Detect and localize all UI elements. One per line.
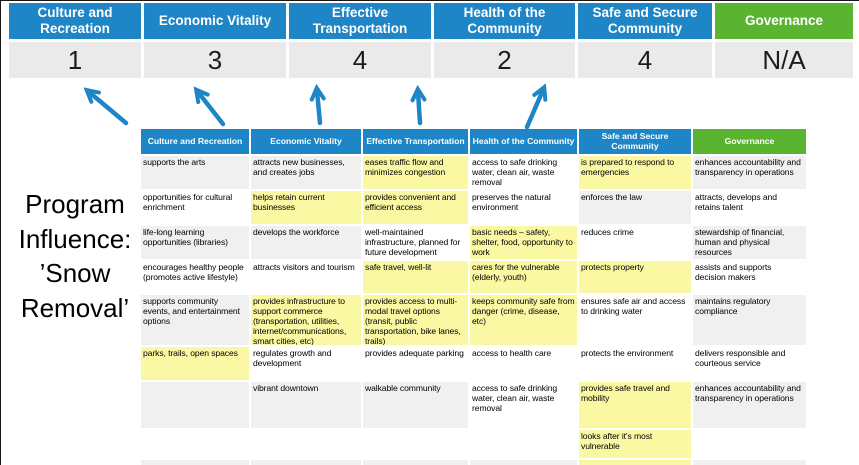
category-score: 4 (289, 42, 431, 78)
matrix-cell: protects property (579, 261, 691, 293)
matrix-cell: access to safe drinking water, clean air… (470, 156, 577, 189)
matrix-cell: safe travel, well-lit (363, 261, 468, 293)
matrix-cell: vibrant downtown (251, 382, 361, 428)
matrix-cell: life-long learning opportunities (librar… (141, 226, 249, 259)
matrix-cell: encourages healthy people (promotes acti… (141, 261, 249, 293)
matrix-cell: regulates growth and development (251, 347, 361, 380)
matrix-cell: maintains regulatory compliance (693, 295, 806, 345)
category-header: Safe and Secure Community (578, 3, 712, 39)
program-label-line: Influence: (18, 223, 132, 254)
category-header: Effective Transportation (289, 3, 431, 39)
matrix-cell: ensures safe air and access to drinking … (579, 295, 691, 345)
matrix-cell: protects the environment (579, 347, 691, 380)
matrix-cell (363, 430, 468, 458)
influence-arrows (1, 79, 701, 130)
arrow-health-icon (418, 92, 420, 126)
arrow-transportation-icon (317, 91, 320, 126)
category-score: 1 (9, 42, 141, 78)
category-score: 3 (144, 42, 286, 78)
category-score-grid: Culture and Recreation Economic Vitality E… (9, 3, 853, 78)
matrix-cell (579, 460, 691, 465)
matrix-cell: supports community events, and entertain… (141, 295, 249, 345)
matrix-cell: stewardship of financial, human and phys… (693, 226, 806, 259)
program-influence-label: Program Influence: ’Snow Removal’ (1, 187, 149, 325)
matrix-cell: assists and supports decision makers (693, 261, 806, 293)
matrix-cell: eases traffic flow and minimizes congest… (363, 156, 468, 189)
arrow-economic-icon (198, 92, 226, 127)
category-header: Economic Vitality (144, 3, 286, 39)
arrow-safety-icon (524, 90, 543, 130)
category-header: Health of the Community (434, 3, 575, 39)
matrix-cell: keeps community safe from danger (crime,… (470, 295, 577, 345)
program-label-line: ’Snow (39, 258, 111, 289)
matrix-cell: access to health care (470, 347, 577, 380)
matrix-cell (251, 430, 361, 458)
matrix-cell: looks after it's most vulnerable (579, 430, 691, 458)
matrix-cell (141, 430, 249, 458)
program-label-line: Program (25, 189, 125, 219)
matrix-cell (363, 460, 468, 465)
matrix-header-cell: Culture and Recreation (141, 129, 249, 154)
matrix-cell: well-maintained infrastructure, planned … (363, 226, 468, 259)
matrix-cell: access to safe drinking water, clean air… (470, 382, 577, 428)
matrix-cell: provides convenient and efficient access (363, 191, 468, 224)
matrix-header-cell: Economic Vitality (251, 129, 361, 154)
matrix-cell: provides safe travel and mobility (579, 382, 691, 428)
matrix-cell: supports the arts (141, 156, 249, 189)
matrix-cell: basic needs – safety, shelter, food, opp… (470, 226, 577, 259)
matrix-cell (251, 460, 361, 465)
matrix-cell: is prepared to respond to emergencies (579, 156, 691, 189)
matrix-cell (470, 430, 577, 458)
category-score: 4 (578, 42, 712, 78)
matrix-cell: attracts, develops and retains talent (693, 191, 806, 224)
category-header: Governance (715, 3, 853, 39)
matrix-cell: preserves the natural environment (470, 191, 577, 224)
matrix-cell: develops the workforce (251, 226, 361, 259)
matrix-cell (470, 460, 577, 465)
matrix-cell (693, 460, 806, 465)
matrix-cell: enforces the law (579, 191, 691, 224)
matrix-cell: helps retain current businesses (251, 191, 361, 224)
matrix-cell (141, 382, 249, 428)
matrix-header-cell: Effective Transportation (363, 129, 468, 154)
matrix-cell (693, 430, 806, 458)
matrix-cell: reduces crime (579, 226, 691, 259)
matrix-cell: cares for the vulnerable (elderly, youth… (470, 261, 577, 293)
matrix-cell: provides infrastructure to support comme… (251, 295, 361, 345)
program-label-line: Removal’ (20, 292, 130, 323)
matrix-cell: parks, trails, open spaces (141, 347, 249, 380)
matrix-cell: attracts visitors and tourism (251, 261, 361, 293)
matrix-cell: delivers responsible and courteous servi… (693, 347, 806, 380)
matrix-cell: enhances accountability and transparency… (693, 382, 806, 428)
arrow-culture-icon (89, 92, 129, 126)
matrix-cell: walkable community (363, 382, 468, 428)
category-score: N/A (715, 42, 853, 78)
category-header: Culture and Recreation (9, 3, 141, 39)
matrix-cell: attracts new businesses, and creates job… (251, 156, 361, 189)
category-score: 2 (434, 42, 575, 78)
matrix-cell: provides access to multi-modal travel op… (363, 295, 468, 345)
matrix-header-cell: Health of the Community (470, 129, 577, 154)
matrix-header-cell: Governance (693, 129, 806, 154)
influence-matrix-table: Culture and Recreation Economic Vitality E… (141, 129, 806, 465)
matrix-cell: enhances accountability and transparency… (693, 156, 806, 189)
matrix-cell (141, 460, 249, 465)
matrix-cell: opportunities for cultural enrichment (141, 191, 249, 224)
matrix-header-cell: Safe and Secure Community (579, 129, 691, 154)
matrix-cell: provides adequate parking (363, 347, 468, 380)
